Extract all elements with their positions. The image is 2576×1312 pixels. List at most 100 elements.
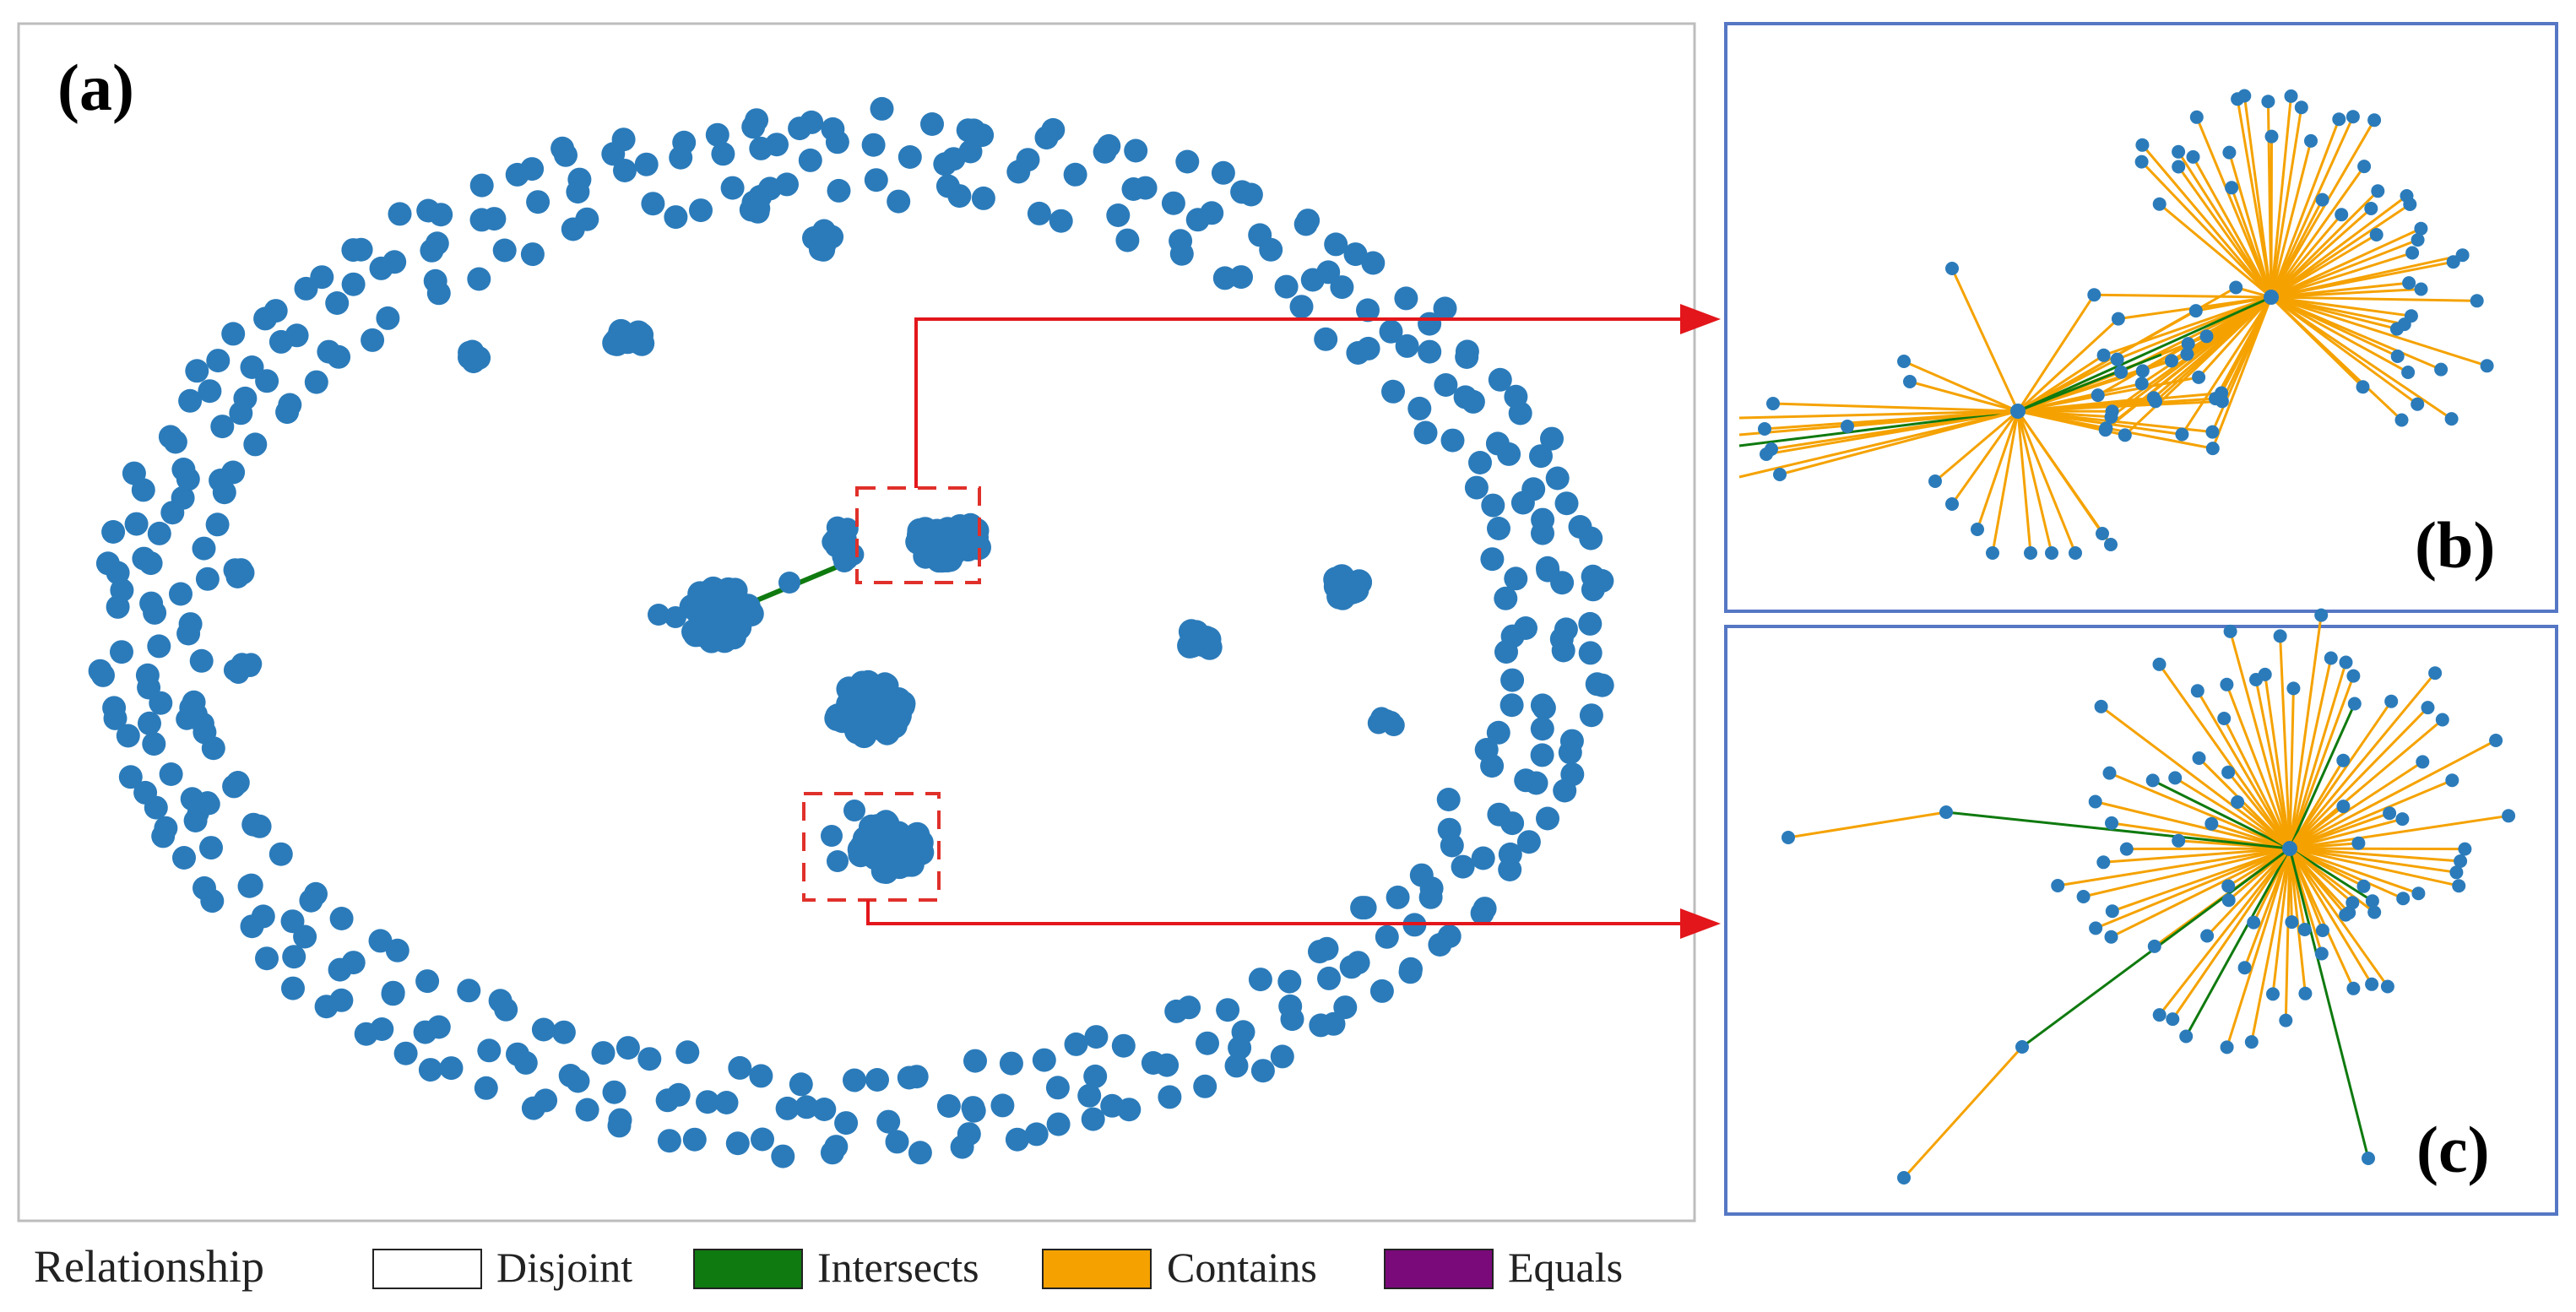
- isolated-node: [189, 648, 214, 673]
- isolated-node: [118, 765, 143, 789]
- graph-node: [2264, 129, 2279, 144]
- isolated-node: [1161, 191, 1185, 215]
- legend-item-intersects: Intersects: [693, 1244, 979, 1291]
- isolated-node: [827, 178, 851, 203]
- isolated-node: [1504, 567, 1528, 591]
- legend-swatch-contains: [1042, 1249, 1152, 1289]
- graph-node: [2096, 348, 2111, 362]
- isolated-node: [1024, 1122, 1049, 1147]
- isolated-node: [843, 1068, 866, 1092]
- graph-node: [2414, 221, 2428, 236]
- isolated-node: [1500, 668, 1525, 692]
- contains-edge: [2222, 718, 2291, 849]
- isolated-node: [1375, 924, 1399, 949]
- graph-node: [2069, 546, 2082, 560]
- isolated-node: [195, 567, 220, 591]
- isolated-node: [1398, 960, 1423, 984]
- isolated-node: [958, 139, 983, 164]
- graph-node: [2045, 546, 2058, 560]
- isolated-node: [1016, 148, 1040, 172]
- isolated-node: [243, 432, 268, 457]
- isolated-node: [1381, 379, 1405, 404]
- isolated-node: [281, 976, 305, 1000]
- isolated-node: [520, 242, 545, 267]
- isolated-node: [1084, 1025, 1109, 1049]
- isolated-node: [169, 582, 193, 606]
- graph-node: [2168, 771, 2183, 785]
- isolated-node: [116, 724, 140, 748]
- graph-node: [2104, 409, 2118, 424]
- graph-node: [2452, 879, 2466, 893]
- contains-edge: [2270, 295, 2488, 367]
- isolated-node: [696, 1090, 719, 1114]
- isolated-node: [198, 379, 222, 404]
- isolated-node: [936, 1094, 961, 1118]
- cluster-node: [960, 516, 986, 542]
- isolated-node: [1464, 475, 1489, 500]
- legend-label-equals: Equals: [1508, 1244, 1623, 1291]
- contains-edge: [2288, 662, 2347, 849]
- isolated-node: [328, 957, 352, 982]
- graph-node: [2279, 1013, 2293, 1027]
- isolated-node: [1481, 493, 1505, 518]
- contains-edge: [1976, 410, 2020, 530]
- contains-edge: [2270, 295, 2412, 317]
- isolated-node: [613, 159, 637, 182]
- isolated-node: [1228, 1036, 1252, 1060]
- isolated-node: [439, 1056, 464, 1081]
- highlight-box-b: [855, 486, 981, 584]
- isolated-node: [1590, 673, 1614, 697]
- contains-edge: [2289, 847, 2365, 888]
- contains-edge: [2289, 847, 2461, 863]
- isolated-node: [885, 1130, 909, 1154]
- isolated-node: [812, 1098, 837, 1121]
- isolated-node: [280, 909, 305, 934]
- isolated-node: [474, 1076, 498, 1100]
- panel-a-nodes: [88, 96, 1614, 1168]
- contains-edge: [2100, 705, 2291, 850]
- isolated-node: [714, 1091, 739, 1114]
- contains-edge: [2103, 847, 2291, 864]
- graph-node: [2347, 697, 2362, 711]
- graph-node: [2367, 905, 2382, 919]
- isolated-node: [775, 172, 799, 197]
- isolated-node: [1141, 1051, 1165, 1075]
- isolated-node: [1309, 1013, 1333, 1038]
- hub-node: [2010, 404, 2026, 419]
- contains-edge: [1950, 268, 2020, 412]
- contains-edge: [2141, 144, 2273, 298]
- graph-node: [2444, 412, 2459, 426]
- isolated-node: [178, 612, 203, 637]
- isolated-node: [749, 1064, 773, 1088]
- isolated-node: [1530, 717, 1554, 741]
- contains-edge: [2270, 165, 2366, 298]
- legend-swatch-equals: [1384, 1249, 1494, 1289]
- graph-node: [2421, 701, 2435, 715]
- isolated-node: [1468, 451, 1492, 474]
- isolated-node: [1081, 1107, 1105, 1131]
- contains-edge: [2270, 190, 2379, 299]
- isolated-node: [1274, 274, 1299, 299]
- isolated-node: [1409, 863, 1434, 887]
- graph-node: [2051, 879, 2065, 892]
- graph-node: [2135, 364, 2150, 378]
- isolated-node: [1049, 209, 1073, 233]
- graph-node: [2199, 329, 2214, 344]
- graph-node: [2285, 915, 2299, 930]
- contains-edge: [2284, 848, 2291, 1021]
- graph-node: [2394, 413, 2409, 427]
- contains-edge: [2270, 233, 2378, 299]
- contains-edge: [2270, 295, 2453, 420]
- graph-node: [2356, 380, 2370, 394]
- contains-edge: [2270, 295, 2398, 331]
- isolated-node: [1434, 373, 1458, 397]
- contains-edge: [2270, 295, 2409, 374]
- isolated-node: [1289, 295, 1314, 319]
- graph-node: [2105, 904, 2119, 919]
- contains-edge: [2288, 658, 2333, 849]
- panel-c-frame: [1724, 625, 2558, 1216]
- graph-node: [2362, 1152, 2375, 1165]
- isolated-node: [199, 836, 223, 860]
- graph-node: [1841, 420, 1854, 433]
- isolated-node: [789, 1072, 813, 1097]
